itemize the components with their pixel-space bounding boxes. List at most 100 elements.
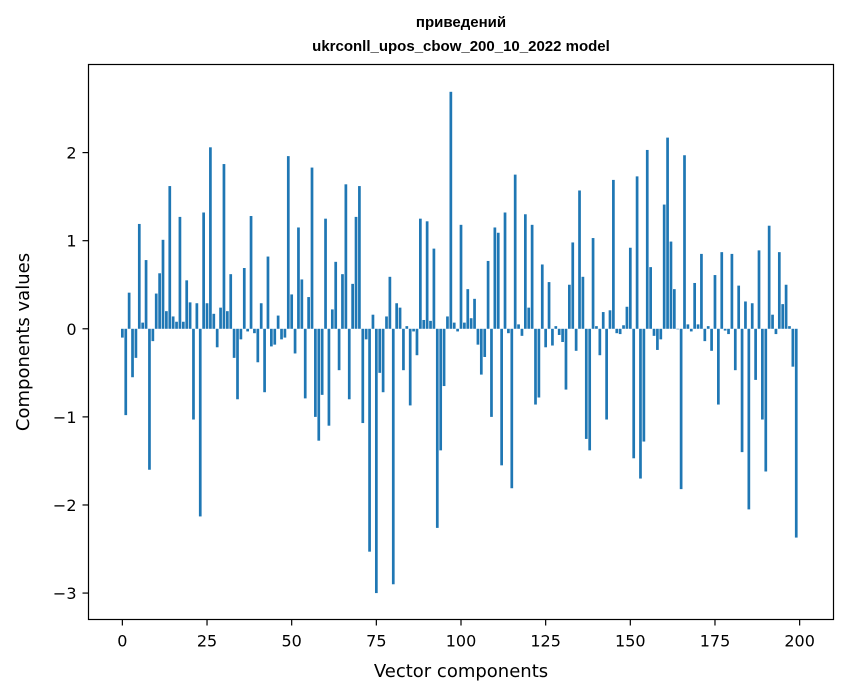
- bar: [557, 328, 561, 335]
- bar: [408, 328, 412, 406]
- bar: [703, 328, 707, 342]
- bar: [361, 328, 365, 424]
- bar: [178, 216, 182, 329]
- bar: [750, 303, 754, 329]
- bar: [554, 326, 558, 329]
- bar: [720, 252, 724, 329]
- bar: [286, 156, 290, 329]
- bar: [551, 328, 554, 346]
- bar: [202, 212, 205, 329]
- bar: [500, 328, 503, 466]
- bar: [141, 322, 145, 329]
- bar: [415, 328, 419, 356]
- x-tick-label: 0: [117, 632, 127, 651]
- chart-title: приведений: [416, 14, 506, 31]
- bars-group: [121, 91, 798, 594]
- bar: [642, 328, 646, 442]
- bar: [246, 328, 250, 332]
- bar: [429, 320, 432, 329]
- bar: [710, 328, 713, 351]
- bar: [253, 328, 256, 334]
- bar: [591, 238, 595, 329]
- bar: [479, 328, 483, 375]
- x-tick-label: 125: [530, 632, 561, 651]
- bar: [503, 212, 507, 329]
- bar: [432, 248, 436, 329]
- bar: [530, 224, 534, 329]
- bar: [222, 164, 226, 329]
- bar: [608, 310, 612, 329]
- bar: [469, 318, 473, 329]
- bar: [158, 273, 161, 329]
- bar: [700, 253, 703, 329]
- bar: [280, 328, 283, 340]
- bar: [293, 328, 297, 354]
- bar: [181, 321, 185, 329]
- x-tick-label: 50: [282, 632, 302, 651]
- bar: [402, 328, 405, 371]
- bar: [168, 186, 172, 329]
- bar: [727, 328, 730, 335]
- bar: [618, 328, 622, 335]
- bar: [733, 328, 737, 371]
- bar: [381, 328, 385, 393]
- bar: [192, 328, 195, 420]
- bar: [615, 328, 619, 334]
- bar: [195, 303, 199, 329]
- bar: [229, 274, 233, 329]
- bar: [341, 274, 344, 329]
- bar: [625, 306, 629, 329]
- bar: [717, 328, 720, 405]
- bar: [212, 313, 216, 329]
- bar: [459, 224, 463, 329]
- bar: [171, 316, 175, 329]
- bar: [791, 328, 795, 367]
- bar: [124, 328, 128, 416]
- bar: [327, 328, 331, 426]
- bar: [337, 328, 341, 371]
- bar: [639, 328, 642, 479]
- bar: [276, 315, 280, 329]
- bar: [547, 282, 551, 329]
- bar: [656, 328, 659, 350]
- bar: [439, 328, 443, 451]
- bar: [385, 316, 388, 329]
- bar: [161, 239, 165, 329]
- bar: [794, 328, 798, 538]
- bar: [242, 268, 246, 329]
- bar: [324, 218, 327, 329]
- bar: [757, 250, 761, 329]
- bar: [405, 326, 409, 329]
- x-tick-label: 100: [446, 632, 477, 651]
- bar: [307, 297, 310, 329]
- bar: [134, 328, 138, 358]
- bar: [730, 253, 734, 329]
- bar: [771, 314, 774, 329]
- bar: [188, 302, 192, 329]
- bar: [493, 227, 497, 329]
- bar: [740, 328, 744, 453]
- y-tick-label: 1: [66, 232, 76, 251]
- bar: [347, 328, 351, 400]
- bar: [378, 328, 382, 373]
- bar: [534, 328, 537, 405]
- bar: [236, 328, 239, 400]
- bar: [266, 256, 270, 329]
- bar: [723, 328, 727, 331]
- bar: [473, 298, 476, 329]
- bar: [744, 301, 747, 329]
- bar: [540, 264, 544, 329]
- bar: [574, 328, 578, 351]
- bar: [686, 324, 690, 329]
- bar: [256, 328, 260, 363]
- chart-subtitle: ukrconll_upos_cbow_200_10_2022 model: [312, 38, 610, 55]
- x-axis-label: Vector components: [374, 661, 548, 682]
- bar: [320, 328, 324, 395]
- bar: [510, 328, 514, 489]
- bar: [449, 91, 453, 329]
- bar: [483, 328, 487, 357]
- bar: [527, 307, 531, 329]
- bar: [283, 328, 287, 338]
- bar: [303, 328, 307, 399]
